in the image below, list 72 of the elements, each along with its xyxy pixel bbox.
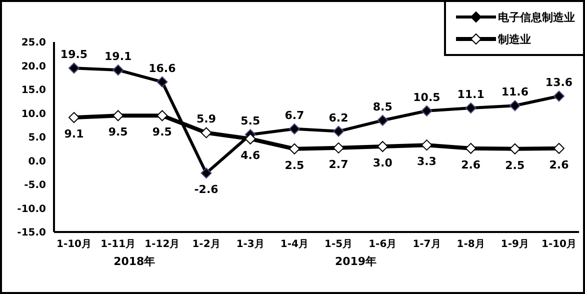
point (509, 143, 520, 154)
point (554, 142, 564, 154)
point (333, 126, 344, 137)
point (465, 142, 476, 154)
x-tick-label: 1-11月 (100, 239, 136, 250)
y-tick-label: -5.0 (24, 180, 46, 192)
x-tick-label: 1-4月 (280, 239, 308, 250)
data-label: 3.3 (416, 155, 436, 168)
legend-label: 制造业 (498, 32, 531, 46)
legend-label: 电子信息制造业 (498, 10, 575, 24)
x-tick-label: 1-9月 (500, 239, 529, 250)
y-tick-label: -10.0 (17, 204, 46, 215)
data-label: 6.2 (328, 111, 348, 124)
data-label: -2.6 (194, 183, 219, 196)
point (333, 142, 344, 154)
data-label: 9.1 (64, 128, 84, 141)
y-tick-label: 20.0 (21, 61, 46, 72)
data-label: 6.7 (284, 108, 304, 122)
data-label: 9.5 (108, 126, 128, 139)
data-label: 11.6 (501, 86, 529, 99)
data-label: 2.7 (328, 158, 348, 171)
data-label: 5.9 (196, 112, 216, 126)
data-label: 2.5 (284, 158, 304, 172)
y-tick-label: 15.0 (21, 85, 46, 96)
x-tick-label: 1-5月 (324, 239, 353, 250)
point (68, 62, 80, 74)
data-label: 2.6 (461, 158, 481, 172)
text: 2018年 (112, 254, 156, 269)
x-tick-label: 1-2月 (192, 239, 220, 250)
data-label: 5.5 (240, 114, 260, 128)
data-label: 4.6 (240, 148, 260, 162)
point (509, 100, 520, 112)
y-tick-label: -15.0 (17, 228, 46, 239)
data-label: 16.6 (148, 62, 176, 75)
x-tick-label: 1-10月 (56, 239, 92, 250)
point (112, 64, 124, 76)
data-label: 2.6 (549, 158, 570, 172)
point (200, 127, 212, 138)
point (200, 168, 212, 179)
point (156, 76, 168, 88)
x-tick-label: 1-8月 (456, 239, 485, 250)
point (244, 133, 256, 144)
x-tick-label: 1-12月 (144, 239, 180, 250)
point (288, 123, 300, 134)
point (288, 143, 300, 154)
point (421, 140, 432, 151)
data-label: 8.5 (372, 100, 392, 114)
point (156, 110, 168, 122)
data-label: 9.5 (152, 126, 172, 139)
point (112, 110, 124, 122)
point (465, 102, 476, 114)
y-tick-label: 0.0 (28, 156, 46, 168)
y-tick-label: 25.0 (21, 38, 46, 49)
x-tick-label: 1-10月 (541, 239, 577, 250)
data-label: 11.1 (457, 88, 484, 102)
data-label: 19.5 (60, 48, 88, 62)
point (554, 90, 564, 102)
data-label: 19.1 (104, 50, 132, 64)
data-label: 2.5 (505, 158, 525, 172)
y-tick-label: 10.0 (21, 108, 46, 120)
x-tick-label: 1-7月 (412, 239, 441, 250)
point (377, 114, 388, 126)
x-tick-label: 1-6月 (368, 239, 397, 250)
x-tick-label: 1-3月 (236, 239, 264, 250)
data-label: 13.6 (545, 76, 573, 90)
data-label: 10.5 (413, 90, 440, 104)
point (377, 141, 388, 152)
point (68, 112, 80, 124)
text: 2019年 (334, 254, 378, 269)
point (421, 105, 432, 116)
y-tick-label: 5.0 (28, 132, 46, 144)
data-label: 3.0 (372, 156, 393, 170)
